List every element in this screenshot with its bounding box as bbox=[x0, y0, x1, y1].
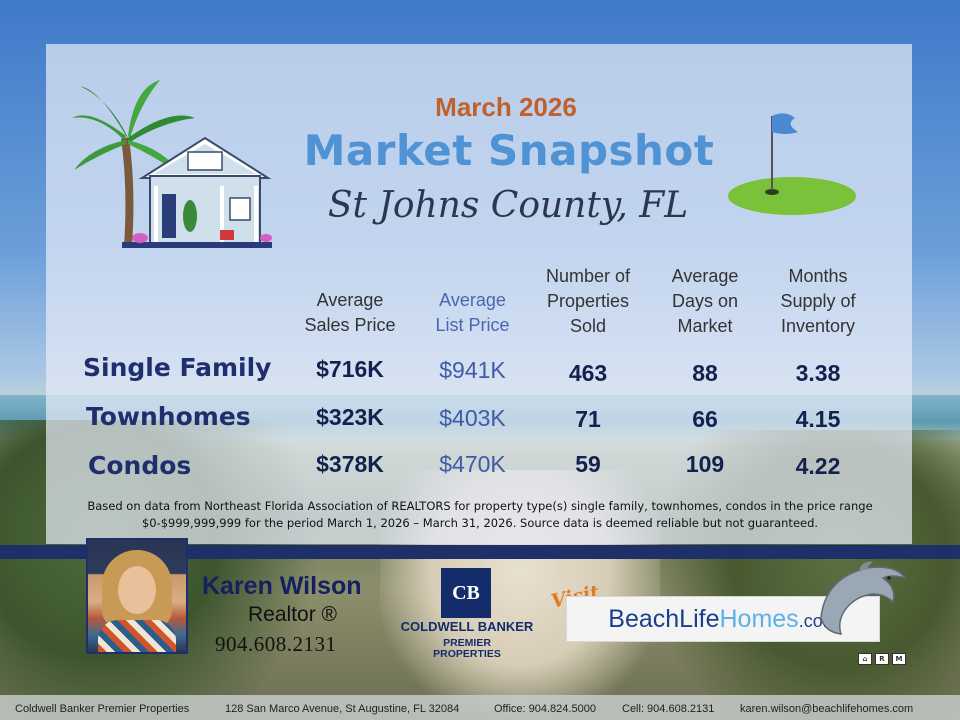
agent-photo-top bbox=[98, 620, 176, 652]
cell-days-on-market: 109 bbox=[685, 451, 725, 477]
brokerage-subtitle-line: PREMIER bbox=[443, 637, 491, 649]
column-header-line: Average bbox=[316, 290, 384, 310]
cell-months-supply: 3.38 bbox=[795, 360, 841, 386]
column-header-line: Supply of bbox=[780, 291, 856, 311]
brokerage-subtitle: PREMIER PROPERTIES bbox=[392, 638, 542, 660]
agent-title: Realtor ® bbox=[248, 603, 338, 626]
dolphin-icon bbox=[820, 561, 907, 635]
compliance-logos: ⌂ R M bbox=[858, 653, 906, 665]
cell-months-supply: 4.22 bbox=[795, 453, 841, 479]
agent-photo bbox=[86, 538, 188, 654]
cell-properties-sold: 59 bbox=[575, 451, 601, 477]
footer-cell-phone[interactable]: Cell: 904.608.2131 bbox=[622, 703, 715, 715]
column-header-line: Number of bbox=[545, 266, 631, 286]
website-text[interactable]: BeachLifeHomes.com bbox=[567, 605, 879, 634]
footer-email[interactable]: karen.wilson@beachlifehomes.com bbox=[740, 703, 914, 715]
column-header-avg-list-price: Average List Price bbox=[415, 288, 530, 338]
footer-address: 128 San Marco Avenue, St Augustine, FL 3… bbox=[225, 703, 460, 715]
report-month: March 2026 bbox=[435, 92, 577, 122]
brokerage-name: COLDWELL BANKER bbox=[400, 619, 534, 634]
column-header-properties-sold: Number of Properties Sold bbox=[528, 264, 648, 339]
website-part-beachlife: BeachLife bbox=[608, 605, 720, 633]
agent-phone[interactable]: 904.608.2131 bbox=[215, 632, 337, 656]
column-header-avg-sales-price: Average Sales Price bbox=[290, 288, 410, 338]
footer-bar bbox=[0, 695, 960, 720]
page-title: Market Snapshot bbox=[303, 126, 715, 175]
house bbox=[122, 136, 272, 248]
disclaimer-line: Based on data from Northeast Florida Ass… bbox=[87, 499, 873, 513]
cell-avg-list-price: $470K bbox=[439, 451, 506, 477]
footer-office-phone[interactable]: Office: 904.824.5000 bbox=[494, 703, 596, 715]
location-subtitle: St Johns County, FL bbox=[327, 185, 689, 226]
footer-company: Coldwell Banker Premier Properties bbox=[15, 703, 190, 715]
column-header-line: Months bbox=[788, 266, 848, 286]
cell-avg-sales-price: $716K bbox=[316, 356, 384, 382]
cell-properties-sold: 71 bbox=[575, 406, 601, 432]
cell-properties-sold: 463 bbox=[568, 360, 608, 386]
cell-avg-sales-price: $323K bbox=[316, 404, 384, 430]
realtor-icon: R bbox=[875, 653, 889, 665]
cell-days-on-market: 88 bbox=[692, 360, 718, 386]
row-label-condos: Condos bbox=[88, 451, 192, 480]
column-header-line: Average bbox=[671, 266, 739, 286]
cell-avg-list-price: $403K bbox=[439, 405, 506, 431]
column-header-days-on-market: Average Days on Market bbox=[650, 264, 760, 339]
cell-days-on-market: 66 bbox=[692, 406, 718, 432]
column-header-line: Market bbox=[677, 316, 733, 336]
column-header-line: Sold bbox=[569, 316, 607, 336]
column-header-months-supply: Months Supply of Inventory bbox=[760, 264, 876, 339]
column-header-line: Inventory bbox=[780, 316, 856, 336]
data-disclaimer: Based on data from Northeast Florida Ass… bbox=[60, 498, 900, 532]
row-label-single-family: Single Family bbox=[83, 353, 272, 382]
equal-housing-icon: ⌂ bbox=[858, 653, 872, 665]
agent-name: Karen Wilson bbox=[202, 572, 362, 600]
agent-photo-face bbox=[118, 566, 156, 614]
column-header-line: Sales Price bbox=[304, 315, 396, 335]
cell-avg-list-price: $941K bbox=[439, 357, 506, 383]
mls-icon: M bbox=[892, 653, 906, 665]
disclaimer-line: $0-$999,999,999 for the period March 1, … bbox=[141, 516, 819, 530]
coldwell-banker-logo: CB bbox=[441, 568, 491, 618]
website-part-homes: Homes bbox=[719, 605, 799, 633]
brokerage-subtitle-line: PROPERTIES bbox=[433, 648, 501, 660]
column-header-line: Average bbox=[439, 290, 506, 310]
palm-house-illustration bbox=[72, 80, 272, 248]
snapshot-panel bbox=[46, 44, 912, 544]
divider-band bbox=[0, 545, 960, 559]
column-header-line: List Price bbox=[435, 315, 510, 335]
row-label-townhomes: Townhomes bbox=[86, 402, 251, 431]
golf-flag-icon bbox=[728, 113, 856, 215]
column-header-line: Days on bbox=[671, 291, 739, 311]
column-header-line: Properties bbox=[546, 291, 630, 311]
cell-months-supply: 4.15 bbox=[795, 406, 841, 432]
cell-avg-sales-price: $378K bbox=[316, 451, 384, 477]
palm-tree bbox=[72, 80, 195, 247]
